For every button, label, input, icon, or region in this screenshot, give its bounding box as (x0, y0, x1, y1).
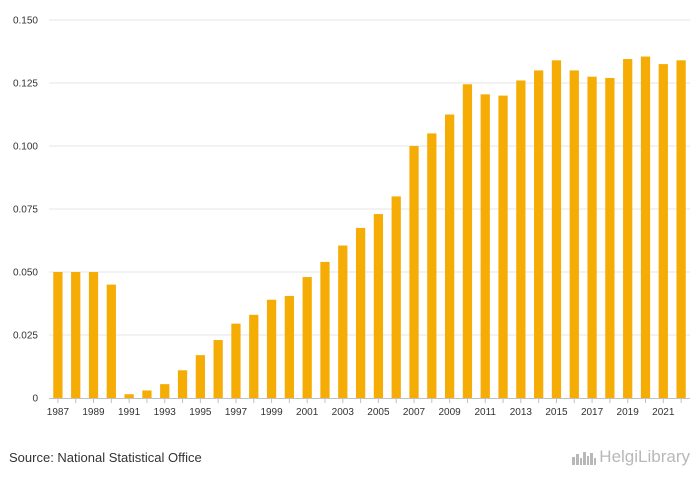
bar-2019 (623, 59, 633, 399)
x-tick-label: 1987 (47, 407, 70, 418)
x-axis-ticks (57, 398, 682, 403)
bar-2010 (462, 84, 473, 398)
x-tick-label: 2003 (332, 407, 355, 418)
bar-2005 (373, 214, 384, 398)
helgi-library-logo[interactable]: HelgiLibrary (572, 447, 690, 467)
bar-2007 (409, 146, 419, 398)
x-tick-label: 2015 (545, 407, 568, 418)
x-tick-label: 2019 (617, 407, 640, 418)
bar-2022 (676, 60, 686, 398)
bar-1999 (266, 299, 277, 398)
bar-1990 (106, 284, 116, 398)
bar-1998 (249, 314, 259, 398)
x-tick-label: 1993 (154, 407, 177, 418)
logo-text: HelgiLibrary (599, 447, 690, 466)
bar-2020 (640, 56, 651, 398)
bar-1993 (160, 384, 170, 398)
x-tick-label: 1999 (260, 407, 283, 418)
bar-2013 (516, 80, 526, 398)
bar-1991 (124, 394, 134, 398)
bar-1997 (231, 323, 241, 398)
bar-2001 (302, 277, 312, 398)
y-tick-label: 0.025 (13, 331, 38, 342)
y-tick-label: 0.100 (13, 142, 38, 153)
x-tick-label: 1997 (225, 407, 248, 418)
y-tick-label: 0.150 (13, 16, 38, 27)
bar-2012 (498, 95, 508, 398)
bar-2000 (284, 295, 295, 398)
bar-2009 (444, 114, 455, 398)
bar-2021 (658, 64, 668, 398)
bar-1988 (71, 272, 81, 398)
bar-2008 (427, 133, 437, 398)
x-tick-label: 2005 (367, 407, 390, 418)
y-axis-tick-labels: 0 0.025 0.050 0.075 0.100 0.125 0.150 (13, 16, 38, 405)
x-tick-label: 2017 (581, 407, 604, 418)
bar-2018 (605, 77, 615, 399)
bar-1995 (195, 355, 205, 398)
city-skyline-icon (572, 452, 597, 465)
x-tick-label: 2011 (474, 407, 496, 418)
y-tick-label: 0.050 (13, 268, 38, 279)
bar-1992 (142, 390, 152, 398)
bar-2014 (534, 70, 544, 399)
bar-1996 (213, 340, 223, 398)
bar-chart: 0 0.025 0.050 0.075 0.100 0.125 0.150 1987 1989… (13, 16, 690, 418)
bar-1987 (53, 272, 63, 398)
bar-2004 (355, 227, 366, 398)
x-tick-label: 2001 (296, 407, 319, 418)
bar-2015 (551, 60, 562, 398)
x-tick-label: 2009 (439, 407, 462, 418)
y-tick-label: 0.125 (13, 79, 38, 90)
x-tick-label: 1991 (118, 407, 141, 418)
bar-1994 (177, 370, 188, 398)
x-tick-label: 1989 (82, 407, 105, 418)
bar-2011 (480, 94, 490, 398)
x-tick-label: 2013 (510, 407, 533, 418)
y-tick-label: 0.075 (13, 205, 38, 216)
bar-2003 (338, 245, 348, 398)
bar-2017 (587, 76, 597, 398)
bar-1989 (88, 272, 99, 398)
x-tick-label: 1995 (189, 407, 212, 418)
bar-2002 (320, 261, 330, 398)
x-axis-tick-labels: 1987 1989 1991 1993 1995 1997 1999 2001 2003 2005… (47, 407, 675, 418)
y-tick-label: 0 (32, 394, 38, 405)
x-tick-label: 2007 (403, 407, 426, 418)
source-note: Source: National Statistical Office (9, 450, 202, 465)
bar-2006 (391, 196, 401, 398)
x-tick-label: 2021 (652, 407, 675, 418)
gridlines (49, 19, 690, 336)
bar-2016 (569, 70, 579, 399)
bars (53, 56, 686, 399)
